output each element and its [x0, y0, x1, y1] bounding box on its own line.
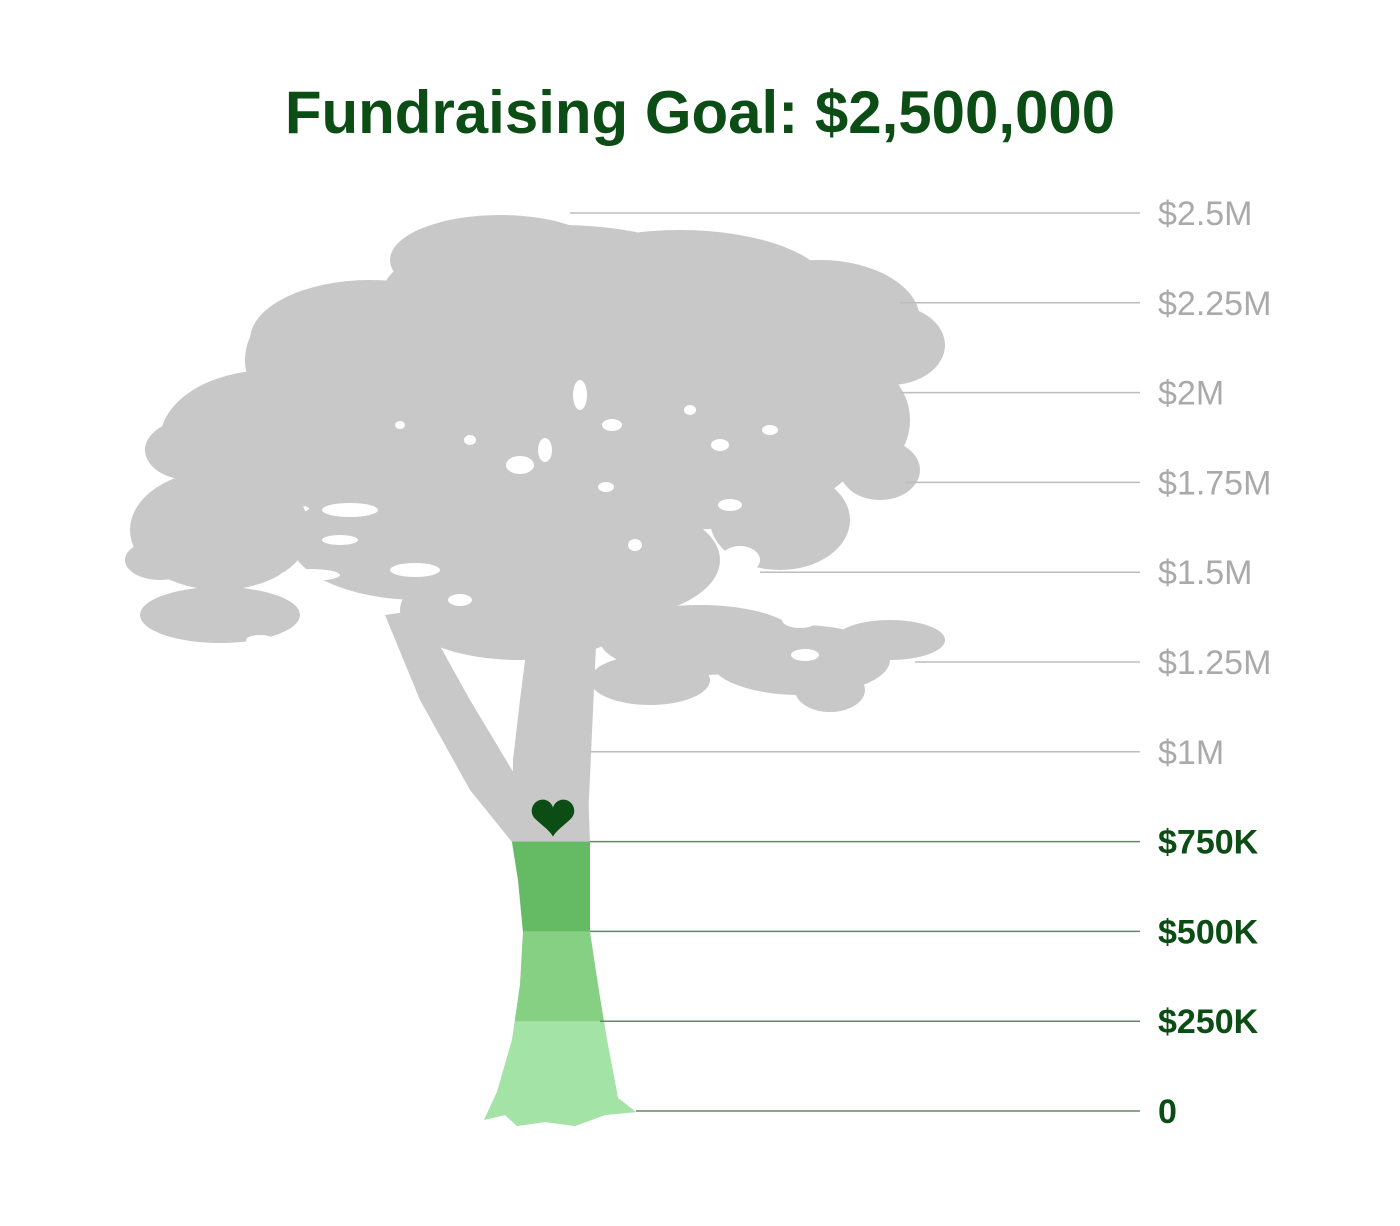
tick-label: $2M [1158, 375, 1224, 413]
tick-labels: 0 $250K $500K $750K $1M $1.25M $1.5M $1.75M $2M $… [1158, 195, 1271, 1131]
heart-icon [531, 799, 575, 837]
tick-label: $1.5M [1158, 554, 1253, 592]
tick-label: $500K [1158, 913, 1259, 951]
tick-label: 0 [1158, 1093, 1177, 1131]
tick-label: $750K [1158, 824, 1259, 862]
gridlines [570, 212, 1140, 1112]
tick-label: $2.5M [1158, 195, 1253, 233]
tick-label: $1.25M [1158, 644, 1271, 682]
progress-band [484, 1021, 636, 1126]
tick-label: $250K [1158, 1003, 1259, 1041]
tree-trunk [484, 645, 636, 1126]
tick-label: $1M [1158, 734, 1224, 772]
tree-silhouette [125, 215, 945, 842]
tick-label: $2.25M [1158, 285, 1271, 323]
progress-band [484, 841, 636, 932]
progress-band [484, 931, 636, 1022]
tick-label: $1.75M [1158, 464, 1271, 502]
chart-title: Fundraising Goal: $2,500,000 [284, 79, 1116, 146]
